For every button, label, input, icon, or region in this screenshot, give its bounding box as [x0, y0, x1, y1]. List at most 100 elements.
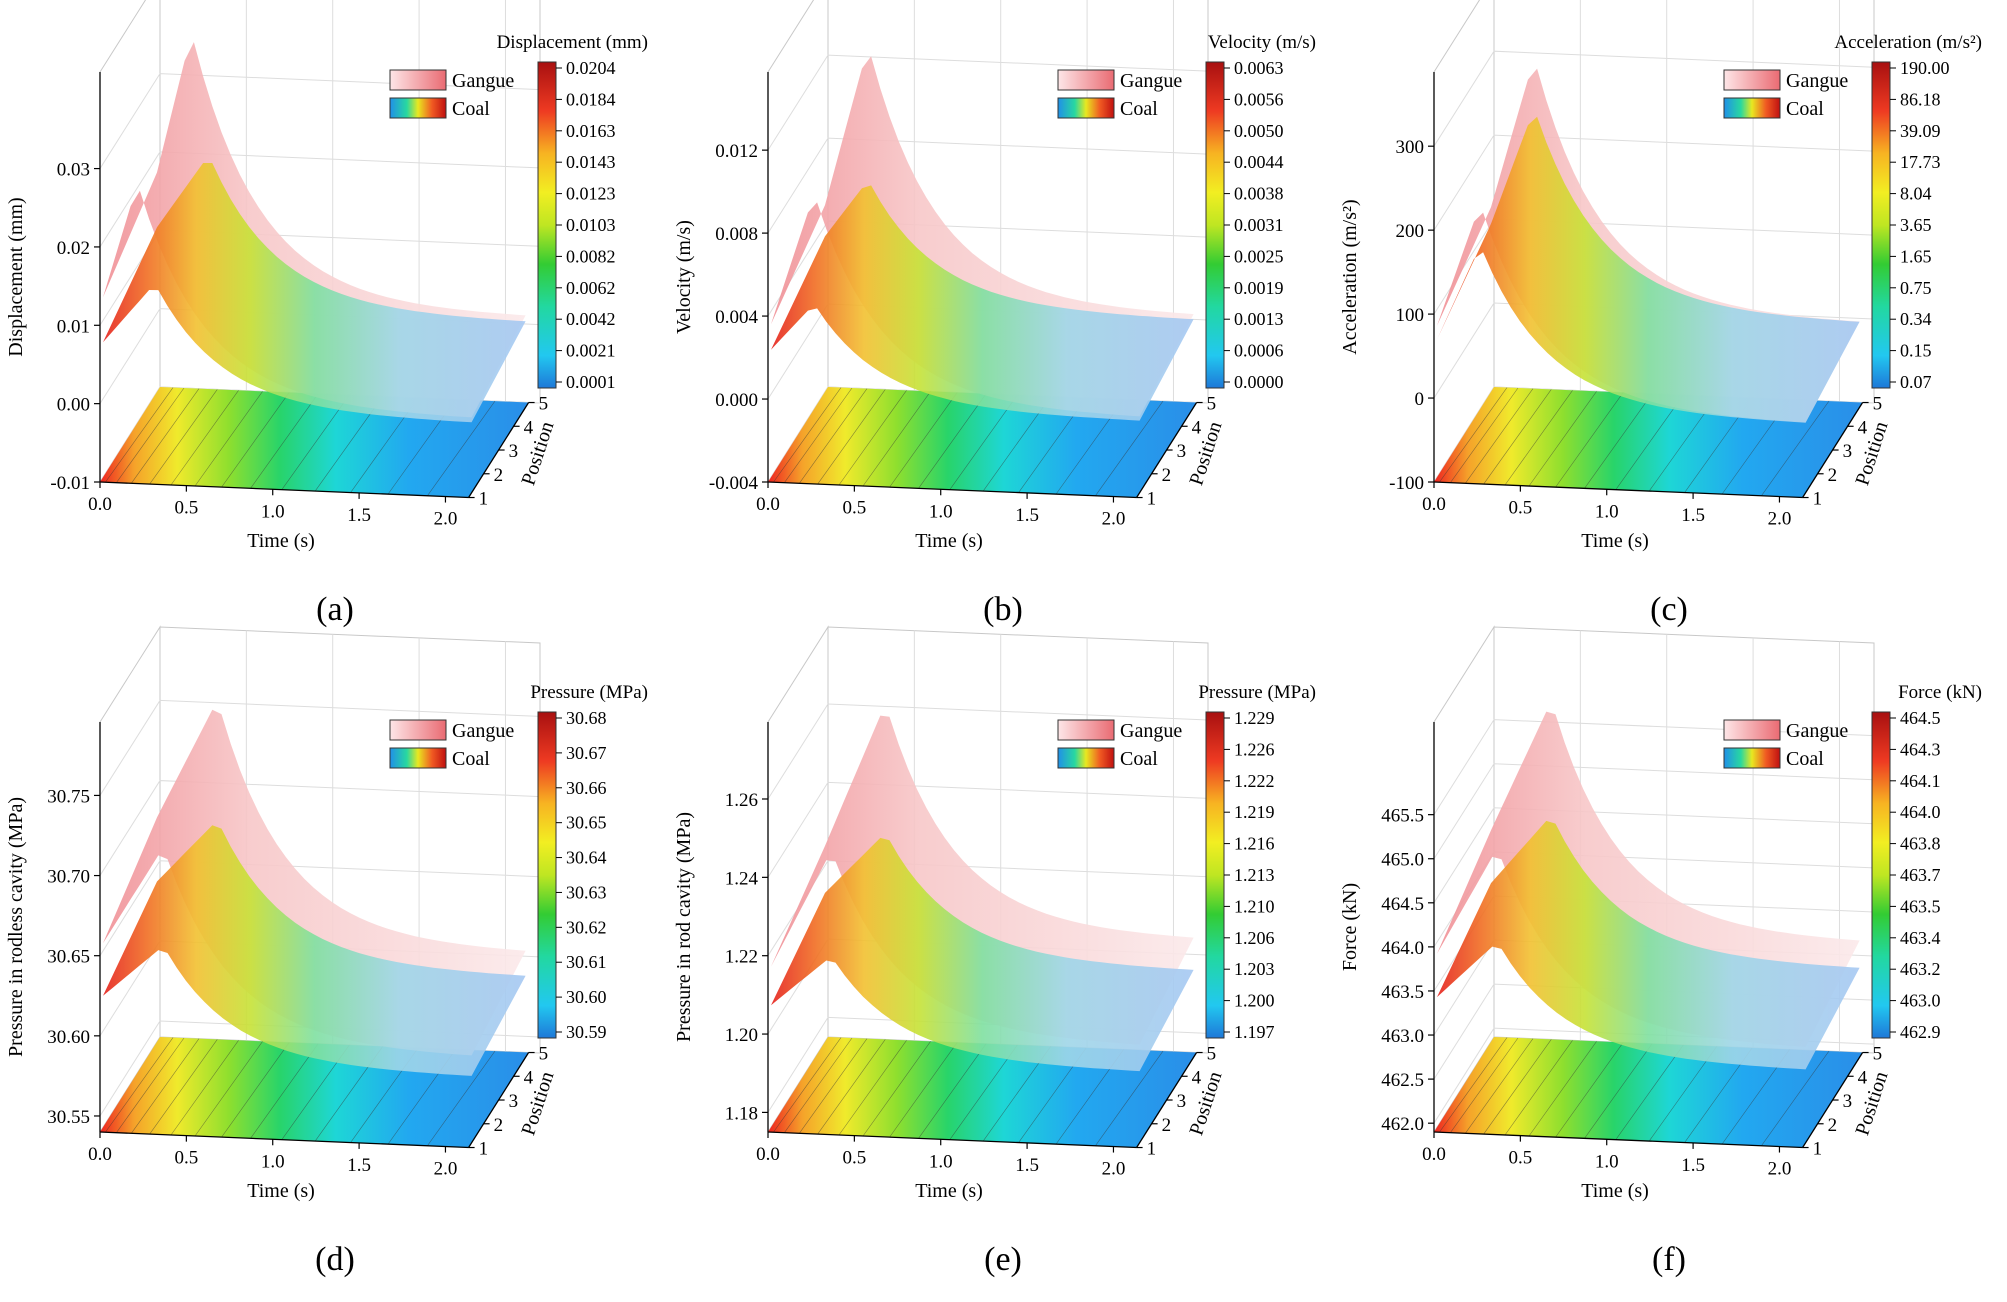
legend-coal-swatch — [1057, 747, 1115, 769]
z-axis-label: Acceleration (m/s²) — [1339, 199, 1361, 354]
y-tick-label: 3 — [509, 441, 518, 462]
contour-line — [194, 391, 263, 487]
colorbar — [1871, 61, 1891, 389]
z-tick-label: 1.26 — [725, 790, 758, 811]
colorbar-tick-label: 30.62 — [566, 917, 607, 937]
grid-line — [99, 860, 541, 956]
x-axis-label: Time (s) — [247, 530, 315, 552]
colorbar-tick-label: 1.65 — [1900, 246, 1932, 266]
contour-line — [1504, 1040, 1573, 1136]
contour-line — [427, 1050, 496, 1146]
colorbar-tick-label: 1.216 — [1234, 834, 1275, 854]
z-tick-label: 200 — [1396, 221, 1425, 242]
colorbar-tick-label: 1.229 — [1234, 708, 1275, 728]
contour-line — [149, 1039, 218, 1135]
legend-coal-swatch — [389, 747, 447, 769]
coal-surface — [103, 163, 526, 423]
grid-line — [1433, 763, 1875, 860]
x-tick-label: 0.5 — [1508, 498, 1532, 519]
colorbar-tick-label: 0.0025 — [1234, 246, 1284, 266]
y-tick-label: 2 — [1828, 1115, 1838, 1136]
colorbar-title: Displacement (mm) — [497, 32, 648, 53]
y-tick-label: 5 — [1873, 394, 1883, 415]
z-tick-label: 30.75 — [47, 786, 90, 807]
z-axis-label: Force (kN) — [1339, 883, 1361, 971]
contour-line — [1439, 387, 1508, 483]
colorbar-tick-label: 463.4 — [1900, 928, 1941, 948]
contour-line — [773, 387, 842, 483]
contour-line — [1528, 1041, 1597, 1137]
z-tick-label: 30.70 — [47, 867, 90, 888]
contour-line — [889, 392, 958, 488]
colorbar-tick-label: 1.203 — [1234, 959, 1275, 979]
colorbar-tick-label: 1.197 — [1234, 1022, 1275, 1042]
colorbar-tick-label: 0.0013 — [1234, 309, 1284, 329]
contour-line — [131, 388, 200, 484]
legend-coal-swatch — [1723, 97, 1781, 119]
colorbar-tick-label: 30.67 — [566, 743, 607, 763]
contour-line — [116, 387, 185, 483]
y-tick-label: 3 — [1177, 1091, 1187, 1112]
x-tick-label: 1.0 — [1595, 501, 1619, 522]
grid-line — [767, 703, 1209, 800]
z-tick-label: 463.5 — [1381, 982, 1424, 1003]
time-axis-line — [767, 481, 1137, 499]
position-axis-line — [1802, 1052, 1864, 1148]
colorbar-title: Pressure (MPa) — [530, 682, 648, 703]
x-tick-label: 1.0 — [261, 501, 285, 522]
x-tick-label: 1.0 — [261, 1151, 285, 1172]
panel-caption: (d) — [315, 1241, 355, 1278]
colorbar-tick-label: 1.222 — [1234, 771, 1275, 791]
x-tick-label: 1.0 — [929, 1151, 953, 1172]
colorbar-tick-label: 0.0001 — [566, 372, 616, 392]
colorbar — [1205, 61, 1225, 389]
coal-surface — [771, 185, 1194, 421]
colorbar-tick-label: 30.60 — [566, 987, 607, 1007]
contour-line — [1095, 1050, 1164, 1146]
y-tick-label: 5 — [1207, 1044, 1217, 1065]
legend-coal-label: Coal — [1120, 748, 1158, 770]
grid-line — [1433, 807, 1875, 904]
z-tick-label: 30.65 — [47, 947, 90, 968]
y-tick-label: 2 — [494, 1115, 504, 1136]
y-tick-label: 3 — [509, 1091, 518, 1112]
contour-line — [1584, 1043, 1653, 1139]
contour-line — [1465, 388, 1534, 484]
colorbar-tick-label: 0.0204 — [566, 58, 616, 78]
colorbar — [1205, 711, 1225, 1039]
z-tick-label: 30.55 — [47, 1107, 90, 1128]
contour-line — [1584, 393, 1653, 489]
y-tick-label: 1 — [1813, 1139, 1823, 1160]
z-tick-label: 462.5 — [1381, 1070, 1424, 1091]
colorbar-tick-label: 0.15 — [1900, 341, 1932, 361]
x-axis-label: Time (s) — [915, 1180, 983, 1202]
contour-line — [250, 1043, 319, 1139]
colorbar-tick-label: 0.0038 — [1234, 184, 1284, 204]
position-axis-line — [468, 1052, 530, 1148]
colorbar-tick-label: 0.75 — [1900, 278, 1932, 298]
contour-line — [1483, 1039, 1552, 1135]
z-tick-label: 0.004 — [715, 307, 758, 328]
colorbar-tick-label: 190.00 — [1900, 58, 1950, 78]
y-tick-label: 4 — [1858, 1067, 1868, 1088]
z-tick-label: 0.000 — [715, 390, 758, 411]
x-tick-label: 1.5 — [347, 505, 371, 526]
panel-caption: (b) — [983, 591, 1023, 628]
contour-line — [838, 390, 907, 486]
colorbar-tick-label: 0.0062 — [566, 278, 616, 298]
y-tick-label: 1 — [479, 1139, 489, 1160]
z-axis-label: Velocity (m/s) — [673, 220, 695, 334]
y-tick-label: 3 — [1843, 1091, 1853, 1112]
contour-line — [194, 1041, 263, 1137]
z-tick-label: 464.0 — [1381, 938, 1424, 959]
z-tick-label: 462.0 — [1381, 1114, 1424, 1135]
contour-line — [862, 1041, 931, 1137]
colorbar-tick-label: 30.63 — [566, 882, 607, 902]
x-axis-label: Time (s) — [1581, 530, 1649, 552]
z-tick-label: 463.0 — [1381, 1026, 1424, 1047]
contour-line — [918, 1043, 987, 1139]
legend-gangue-label: Gangue — [1120, 70, 1182, 92]
y-tick-label: 5 — [539, 1044, 549, 1065]
